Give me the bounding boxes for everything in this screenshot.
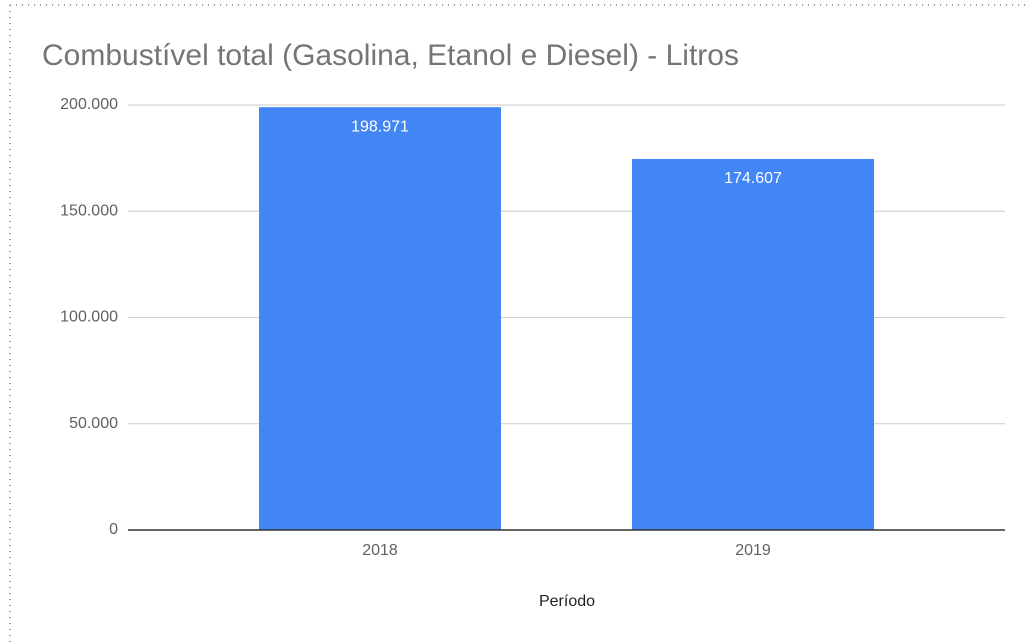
y-tick-label: 150.000 [60,202,118,219]
chart-title: Combustível total (Gasolina, Etanol e Di… [42,39,739,72]
data-label: 174.607 [724,170,782,187]
x-tick-label: 2019 [735,542,771,559]
bar [632,158,874,530]
x-axis-title: Período [539,593,595,610]
y-tick-label: 50.000 [69,415,118,432]
y-tick-label: 0 [109,521,118,538]
y-tick-label: 100.000 [60,309,118,326]
bar [259,107,501,531]
x-tick-label: 2018 [362,542,398,559]
data-label: 198.971 [351,118,409,135]
y-tick-label: 200.000 [60,96,118,113]
